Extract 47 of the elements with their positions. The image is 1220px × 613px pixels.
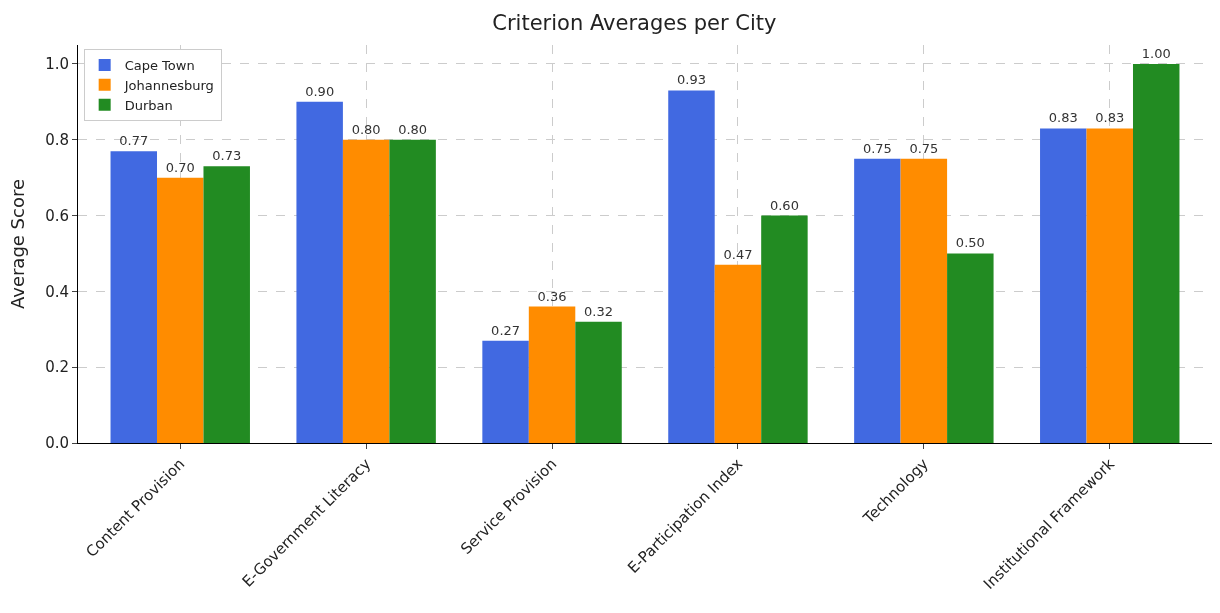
bar <box>296 101 343 443</box>
bar <box>668 90 715 443</box>
data-label: 0.75 <box>862 140 892 156</box>
bar <box>342 139 390 443</box>
bar <box>761 215 808 443</box>
legend-label: Durban <box>124 97 173 113</box>
bar <box>110 151 158 443</box>
data-label: 0.73 <box>212 148 242 164</box>
legend-label: Johannesburg <box>123 77 214 93</box>
bar <box>575 321 622 443</box>
y-tick-label: 0.6 <box>45 206 69 225</box>
data-label: 1.00 <box>1141 45 1171 61</box>
data-label: 0.93 <box>677 72 706 88</box>
data-label: 0.75 <box>909 140 939 156</box>
bar <box>900 158 948 443</box>
data-label: 0.80 <box>351 121 381 137</box>
data-label: 0.83 <box>1048 110 1078 126</box>
bar <box>1040 128 1087 443</box>
legend-label: Cape Town <box>124 58 195 73</box>
data-label: 0.83 <box>1095 110 1125 126</box>
y-axis-title: Average Score <box>7 178 29 310</box>
y-tick-label: 0.0 <box>45 434 69 453</box>
y-tick-label: 0.2 <box>45 358 69 377</box>
bar <box>157 177 204 443</box>
y-tick-label: 1.0 <box>45 55 69 74</box>
data-label: 0.77 <box>119 133 149 149</box>
data-label: 0.70 <box>165 159 195 175</box>
data-label: 0.90 <box>305 83 335 99</box>
bar <box>854 158 901 443</box>
bar <box>714 264 762 443</box>
data-label: 0.50 <box>955 235 985 251</box>
bar <box>203 166 250 443</box>
data-label: 0.27 <box>491 322 521 338</box>
bar <box>389 139 436 443</box>
y-tick-label: 0.4 <box>45 282 69 301</box>
chart-title: Criterion Averages per City <box>492 11 777 36</box>
bar <box>482 340 529 443</box>
data-label: 0.80 <box>398 121 428 137</box>
y-tick-label: 0.8 <box>45 131 69 150</box>
bar <box>1086 128 1133 443</box>
data-label: 0.47 <box>723 246 753 262</box>
data-label: 0.36 <box>537 288 567 304</box>
bar <box>947 253 994 443</box>
data-label: 0.32 <box>584 303 613 319</box>
bar <box>1132 63 1180 443</box>
bar <box>528 306 576 443</box>
data-label: 0.60 <box>769 197 799 213</box>
